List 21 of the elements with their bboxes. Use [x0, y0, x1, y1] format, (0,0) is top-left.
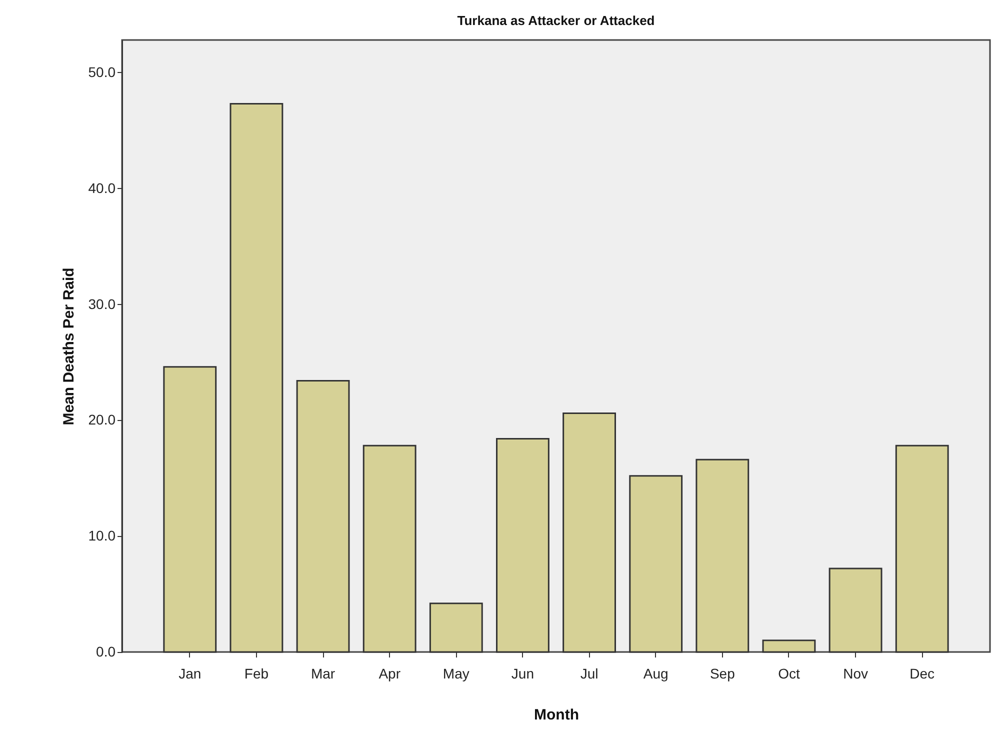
y-axis-title: Mean Deaths Per Raid: [60, 268, 78, 426]
chart-title: Turkana as Attacker or Attacked: [457, 13, 655, 28]
x-tick-label: Jun: [511, 666, 534, 682]
x-tick-label: Oct: [778, 666, 800, 682]
x-tick-label: Jan: [178, 666, 202, 682]
y-tick-label: 30.0: [88, 296, 116, 312]
x-axis-title: Month: [534, 706, 579, 724]
x-tick-label: Apr: [378, 666, 401, 682]
x-tick-label: Aug: [643, 666, 668, 682]
y-tick-label: 0.0: [96, 644, 116, 660]
y-tick-label: 10.0: [88, 528, 116, 544]
x-tick-label: Sep: [710, 666, 736, 682]
x-tick-label: Mar: [310, 666, 336, 682]
x-tick-label: Jul: [580, 666, 598, 682]
x-tick-label: Dec: [910, 666, 935, 682]
x-tick-label: Feb: [244, 666, 269, 682]
x-tick-label: May: [442, 666, 470, 682]
y-tick-label: 20.0: [88, 412, 116, 428]
y-tick-label: 40.0: [88, 180, 116, 196]
x-tick-label: Nov: [843, 666, 868, 682]
y-tick-label: 50.0: [88, 64, 116, 80]
